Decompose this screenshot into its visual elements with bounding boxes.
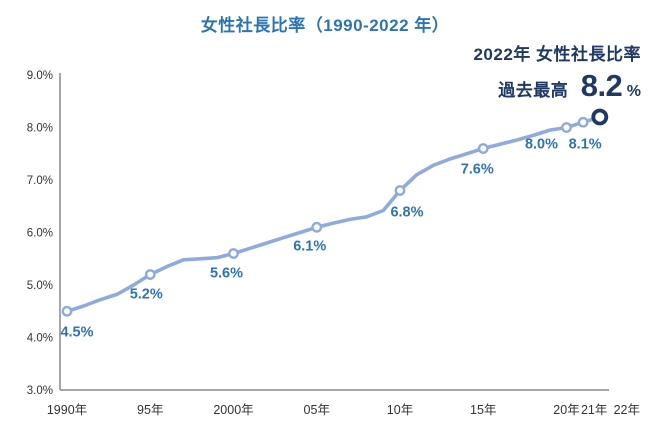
y-tick-label: 5.0% bbox=[27, 280, 53, 292]
y-tick-label: 8.0% bbox=[27, 123, 53, 135]
annotation-unit: % bbox=[626, 82, 641, 100]
y-tick-label: 7.0% bbox=[27, 175, 53, 187]
data-point-marker bbox=[394, 185, 406, 196]
data-point-label: 8.0% bbox=[525, 137, 558, 153]
y-tick-label: 6.0% bbox=[27, 228, 53, 240]
data-line bbox=[65, 115, 602, 314]
data-point-label: 4.5% bbox=[60, 324, 93, 340]
data-point-marker bbox=[144, 269, 156, 280]
x-tick-label: 22年 bbox=[614, 403, 640, 417]
x-tick-label: 20年 bbox=[553, 403, 579, 417]
data-point-marker bbox=[311, 221, 323, 233]
data-point-marker bbox=[561, 122, 572, 133]
annotation-value: 8.2 bbox=[580, 67, 623, 103]
data-point-marker bbox=[577, 116, 589, 128]
annotation-prefix: 過去最高 bbox=[498, 80, 569, 100]
x-tick-label: 21年 bbox=[581, 403, 607, 417]
x-tick-label: 95年 bbox=[137, 403, 163, 417]
data-point-marker bbox=[228, 248, 239, 259]
data-point-label: 6.1% bbox=[293, 238, 326, 254]
data-point-marker bbox=[61, 305, 73, 317]
data-point-label: 7.6% bbox=[461, 162, 494, 178]
x-tick-label: 1990年 bbox=[47, 403, 87, 417]
annotation-line2: 過去最高 8.2 % bbox=[473, 68, 641, 104]
highlight-marker-2022 bbox=[591, 108, 609, 126]
y-tick-label: 3.0% bbox=[27, 385, 53, 397]
data-point-marker bbox=[477, 143, 489, 154]
data-point-label: 6.8% bbox=[390, 205, 423, 221]
annotation-line1: 2022年 女性社長比率 bbox=[473, 45, 641, 64]
y-tick-label: 4.0% bbox=[27, 333, 53, 345]
x-tick-label: 05年 bbox=[304, 403, 330, 417]
x-tick-label: 10年 bbox=[387, 403, 413, 417]
y-tick-label: 9.0% bbox=[27, 70, 53, 82]
data-point-label: 5.2% bbox=[130, 287, 163, 303]
annotation-2022-record: 2022年 女性社長比率 過去最高 8.2 % bbox=[473, 45, 641, 103]
x-tick-label: 15年 bbox=[470, 403, 496, 417]
data-point-label: 8.1% bbox=[569, 136, 602, 152]
x-tick-label: 2000年 bbox=[213, 403, 253, 417]
data-point-label: 5.6% bbox=[210, 266, 243, 282]
chart-title: 女性社長比率（1990-2022 年） bbox=[200, 16, 450, 35]
